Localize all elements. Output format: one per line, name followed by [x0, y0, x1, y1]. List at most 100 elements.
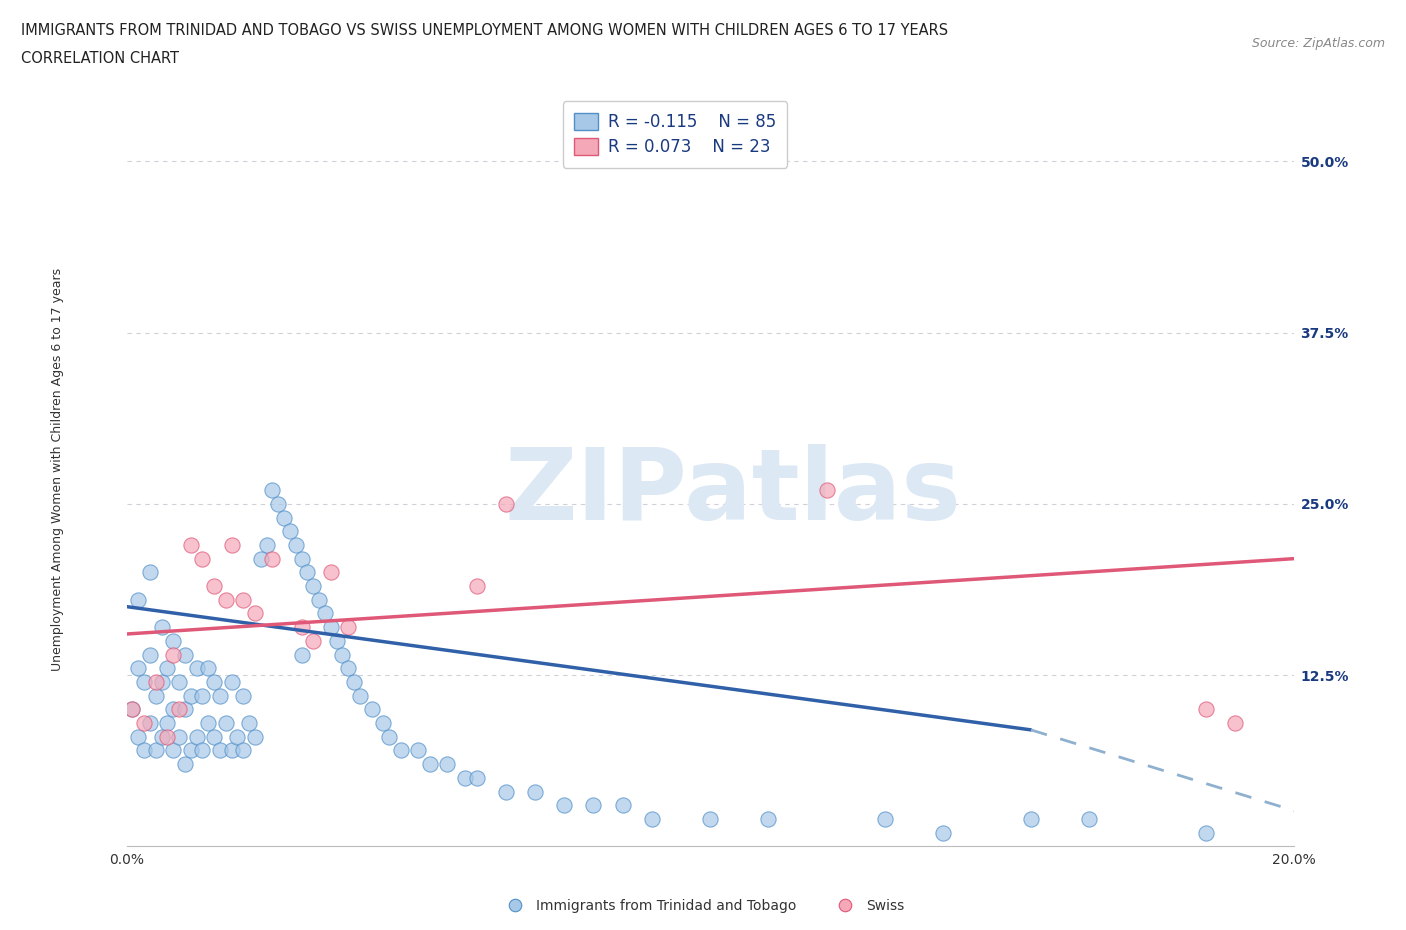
Point [180, 743, 202, 758]
Text: IMMIGRANTS FROM TRINIDAD AND TOBAGO VS SWISS UNEMPLOYMENT AMONG WOMEN WITH CHILD: IMMIGRANTS FROM TRINIDAD AND TOBAGO VS S… [21, 23, 948, 38]
Point [524, 784, 547, 799]
Point [121, 702, 143, 717]
Point [186, 661, 208, 676]
Point [167, 729, 190, 744]
Point [495, 784, 517, 799]
Point [215, 715, 238, 730]
Point [145, 743, 167, 758]
Point [238, 715, 260, 730]
Point [465, 770, 488, 785]
Point [174, 757, 197, 772]
Point [1195, 702, 1218, 717]
Point [150, 619, 173, 634]
Point [156, 715, 179, 730]
Point [127, 661, 149, 676]
Point [290, 619, 312, 634]
Point [582, 798, 605, 813]
Point [419, 757, 441, 772]
Text: ZIPatlas: ZIPatlas [505, 444, 962, 540]
Point [302, 633, 325, 648]
Point [197, 715, 219, 730]
Point [262, 551, 284, 566]
Point [208, 743, 231, 758]
Point [1195, 825, 1218, 840]
Point [290, 551, 312, 566]
Point [121, 702, 143, 717]
Point [378, 729, 401, 744]
Point [139, 647, 162, 662]
Text: Source: ZipAtlas.com: Source: ZipAtlas.com [1251, 37, 1385, 50]
Point [308, 592, 330, 607]
Point [221, 674, 243, 689]
Point [150, 729, 173, 744]
Point [1078, 812, 1101, 827]
Point [232, 743, 254, 758]
Point [815, 483, 838, 498]
Point [174, 647, 197, 662]
Point [1019, 812, 1042, 827]
Point [156, 661, 179, 676]
Point [284, 538, 307, 552]
Point [162, 743, 184, 758]
Point [232, 592, 254, 607]
Point [249, 551, 271, 566]
Point [343, 674, 366, 689]
Point [256, 538, 278, 552]
Point [337, 619, 360, 634]
Point [180, 538, 202, 552]
Point [1223, 715, 1246, 730]
Point [208, 688, 231, 703]
Point [167, 674, 190, 689]
Point [612, 798, 634, 813]
Point [337, 661, 360, 676]
Y-axis label: Unemployment Among Women with Children Ages 6 to 17 years: Unemployment Among Women with Children A… [51, 268, 63, 671]
Point [127, 729, 149, 744]
Point [319, 565, 342, 579]
Point [454, 770, 477, 785]
Point [162, 647, 184, 662]
Point [202, 578, 225, 593]
Point [215, 592, 238, 607]
Point [202, 674, 225, 689]
Point [273, 511, 295, 525]
Point [132, 743, 155, 758]
Point [174, 702, 197, 717]
Point [360, 702, 382, 717]
Point [389, 743, 412, 758]
Point [319, 619, 342, 634]
Point [232, 688, 254, 703]
Point [180, 688, 202, 703]
Point [243, 729, 266, 744]
Point [221, 743, 243, 758]
Point [932, 825, 955, 840]
Legend: R = -0.115    N = 85, R = 0.073    N = 23: R = -0.115 N = 85, R = 0.073 N = 23 [562, 101, 787, 167]
Point [132, 674, 155, 689]
Point [267, 497, 290, 512]
Point [553, 798, 575, 813]
Point [127, 592, 149, 607]
Point [145, 674, 167, 689]
Point [373, 715, 395, 730]
Text: CORRELATION CHART: CORRELATION CHART [21, 51, 179, 66]
Point [325, 633, 347, 648]
Point [156, 729, 179, 744]
Legend: Immigrants from Trinidad and Tobago, Swiss: Immigrants from Trinidad and Tobago, Swi… [496, 894, 910, 919]
Point [191, 688, 214, 703]
Point [699, 812, 721, 827]
Point [162, 702, 184, 717]
Point [465, 578, 488, 593]
Point [302, 578, 325, 593]
Point [221, 538, 243, 552]
Point [191, 551, 214, 566]
Point [191, 743, 214, 758]
Point [167, 702, 190, 717]
Point [243, 606, 266, 621]
Point [640, 812, 664, 827]
Point [297, 565, 319, 579]
Point [197, 661, 219, 676]
Point [436, 757, 458, 772]
Point [226, 729, 249, 744]
Point [145, 688, 167, 703]
Point [756, 812, 779, 827]
Point [290, 647, 312, 662]
